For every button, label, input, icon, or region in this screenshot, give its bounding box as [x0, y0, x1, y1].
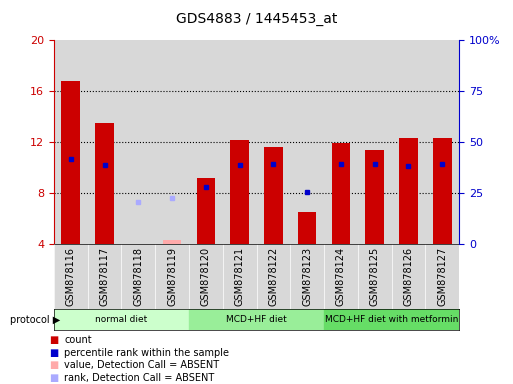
- Bar: [358, 244, 391, 309]
- Bar: [324, 40, 358, 244]
- Bar: [331, 143, 350, 244]
- Bar: [189, 244, 223, 309]
- Text: ■: ■: [49, 360, 58, 370]
- Bar: [189, 40, 223, 244]
- Bar: [223, 244, 256, 309]
- Bar: [230, 139, 249, 244]
- Bar: [298, 212, 317, 244]
- Text: GSM878119: GSM878119: [167, 247, 177, 306]
- Bar: [122, 244, 155, 309]
- Text: rank, Detection Call = ABSENT: rank, Detection Call = ABSENT: [64, 373, 214, 383]
- Bar: [256, 244, 290, 309]
- Text: GSM878120: GSM878120: [201, 247, 211, 306]
- Bar: [189, 309, 324, 330]
- Bar: [155, 40, 189, 244]
- Bar: [54, 309, 189, 330]
- Text: GSM878127: GSM878127: [437, 247, 447, 306]
- Bar: [62, 81, 80, 244]
- Bar: [163, 240, 182, 244]
- Text: GSM878117: GSM878117: [100, 247, 109, 306]
- Text: ■: ■: [49, 348, 58, 358]
- Text: MCD+HF diet: MCD+HF diet: [226, 315, 287, 324]
- Bar: [290, 244, 324, 309]
- Bar: [290, 40, 324, 244]
- Text: GSM878116: GSM878116: [66, 247, 76, 306]
- Text: GSM878125: GSM878125: [370, 247, 380, 306]
- Bar: [54, 40, 88, 244]
- Bar: [196, 178, 215, 244]
- Bar: [399, 138, 418, 244]
- Bar: [256, 40, 290, 244]
- Text: GSM878122: GSM878122: [268, 247, 279, 306]
- Bar: [122, 40, 155, 244]
- Bar: [223, 40, 256, 244]
- Text: GSM878118: GSM878118: [133, 247, 143, 306]
- Text: value, Detection Call = ABSENT: value, Detection Call = ABSENT: [64, 360, 219, 370]
- Bar: [54, 244, 88, 309]
- Text: MCD+HF diet with metformin: MCD+HF diet with metformin: [325, 315, 458, 324]
- Text: GSM878121: GSM878121: [234, 247, 245, 306]
- Bar: [88, 40, 122, 244]
- Bar: [264, 147, 283, 244]
- Bar: [358, 40, 391, 244]
- Bar: [88, 244, 122, 309]
- Bar: [155, 244, 189, 309]
- Bar: [391, 40, 425, 244]
- Text: GDS4883 / 1445453_at: GDS4883 / 1445453_at: [176, 12, 337, 25]
- Bar: [425, 244, 459, 309]
- Bar: [324, 244, 358, 309]
- Text: protocol ▶: protocol ▶: [10, 314, 61, 325]
- Bar: [433, 138, 451, 244]
- Bar: [95, 123, 114, 244]
- Text: ■: ■: [49, 373, 58, 383]
- Text: percentile rank within the sample: percentile rank within the sample: [64, 348, 229, 358]
- Text: GSM878126: GSM878126: [404, 247, 413, 306]
- Bar: [365, 150, 384, 244]
- Bar: [324, 309, 459, 330]
- Text: ■: ■: [49, 335, 58, 345]
- Bar: [391, 244, 425, 309]
- Text: GSM878124: GSM878124: [336, 247, 346, 306]
- Text: GSM878123: GSM878123: [302, 247, 312, 306]
- Bar: [425, 40, 459, 244]
- Text: normal diet: normal diet: [95, 315, 148, 324]
- Text: count: count: [64, 335, 92, 345]
